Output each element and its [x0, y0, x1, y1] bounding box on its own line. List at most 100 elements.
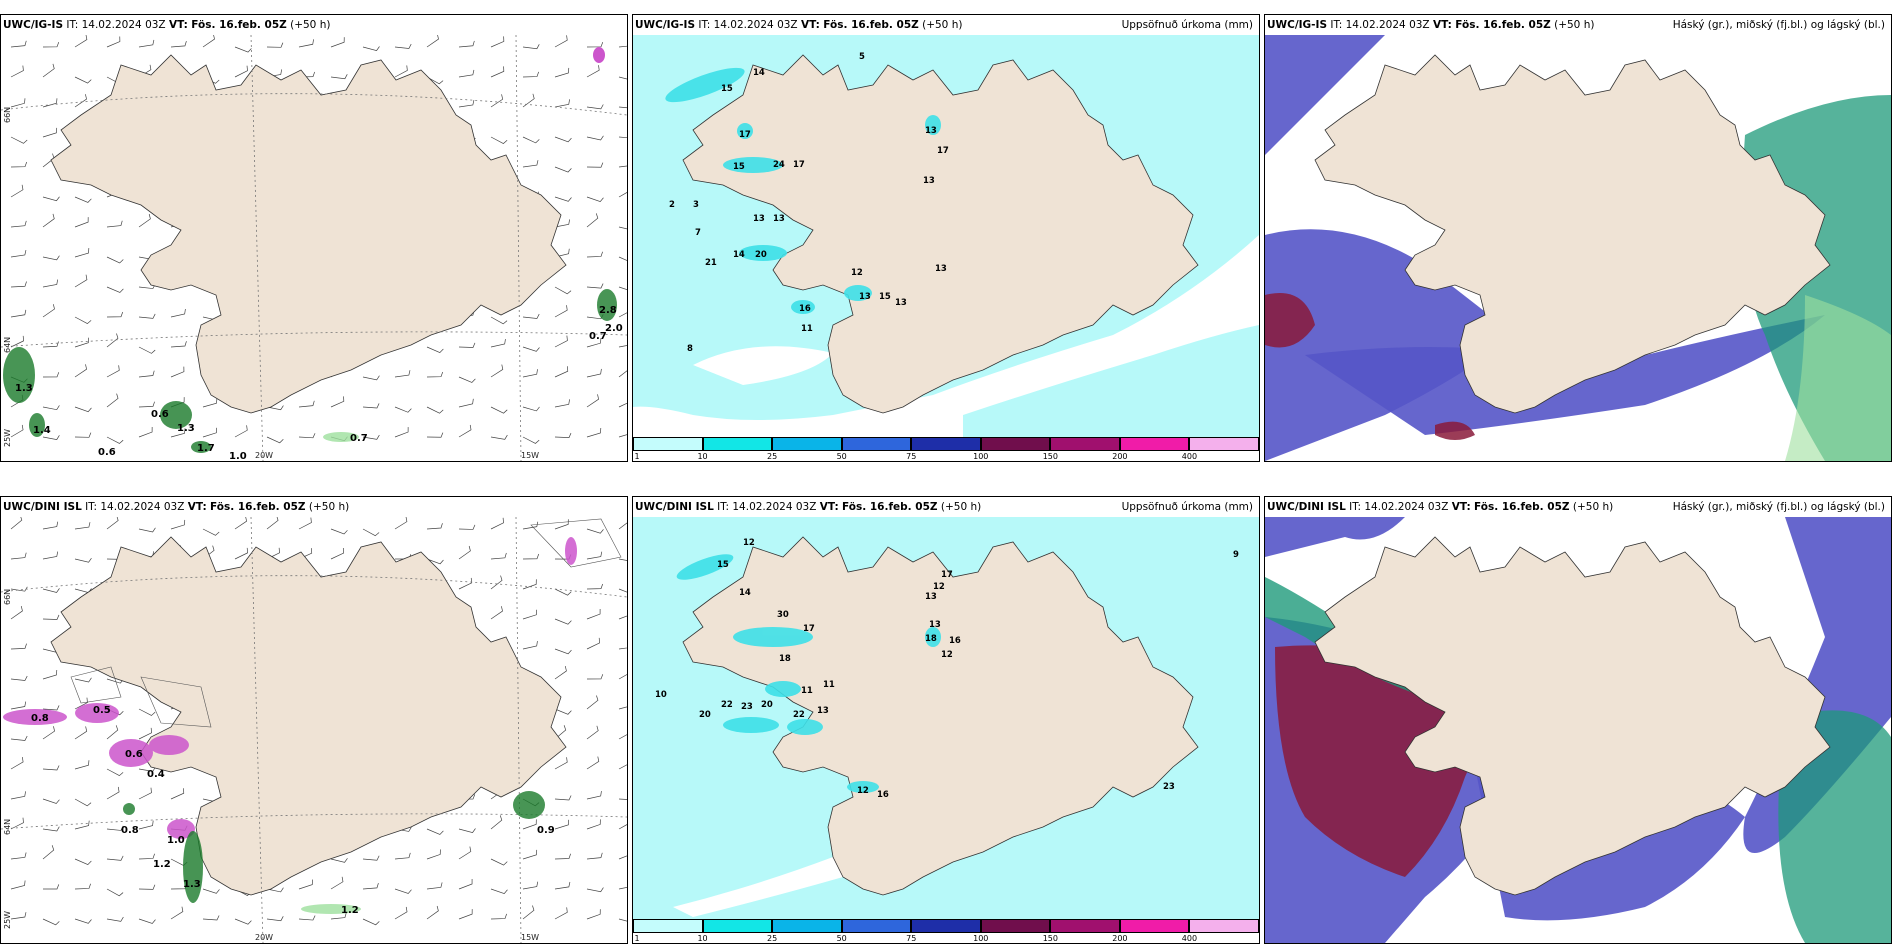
wind-barb [522, 71, 539, 78]
wind-barb [618, 192, 627, 198]
wind-barb [426, 905, 439, 920]
colorbar-tick: 400 [1181, 934, 1198, 943]
lead-time: (+50 h) [308, 501, 350, 513]
wind-barb [618, 312, 627, 318]
wind-barb [554, 853, 571, 860]
value-label: 17 [803, 624, 815, 634]
field-title: Uppsöfnuð úrkoma (mm) [1121, 501, 1253, 513]
wind-barb [362, 375, 380, 381]
wind-barb [586, 104, 604, 110]
it-value: 14.02.2024 03Z [1345, 19, 1430, 31]
lat-label: 66N [3, 106, 12, 123]
wind-barb [522, 553, 540, 560]
wind-barb [170, 788, 185, 800]
value-label: 13 [859, 292, 871, 302]
wind-barb [618, 286, 627, 290]
colorbar-swatch [1119, 437, 1190, 451]
value-label: 1.3 [177, 423, 195, 434]
precip-blobs [123, 791, 545, 914]
value-label: 22 [793, 710, 805, 720]
value-label: 8 [687, 344, 693, 354]
colorbar-tick: 25 [767, 452, 778, 461]
wind-barb [586, 637, 600, 650]
value-label: 0.5 [93, 705, 111, 716]
wind-barb [298, 39, 314, 48]
wind-barb [170, 341, 187, 348]
colorbar-swatch [980, 919, 1051, 933]
value-label: 23 [1163, 782, 1175, 792]
wind-barb [106, 393, 119, 408]
value-label: 0.6 [125, 749, 143, 760]
wind-barb [106, 311, 124, 318]
wind-barb [106, 786, 120, 800]
wind-barb [330, 876, 344, 890]
wind-map: 2.8 2.0 0.7 1.3 1.4 0.6 1.3 1.7 1.0 0.6 … [1, 35, 627, 461]
wind-barb [522, 521, 539, 530]
value-label: 30 [777, 610, 789, 620]
colorbar-swatch [841, 437, 912, 451]
wind-barb [106, 286, 124, 293]
value-label: 20 [699, 710, 711, 720]
wind-barb [10, 852, 27, 860]
wind-barb [10, 309, 27, 318]
wind-barb [586, 583, 604, 590]
wind-barb [106, 36, 121, 48]
wind-barb [586, 251, 603, 258]
value-label: 7 [695, 228, 701, 238]
wind-barb [42, 279, 59, 288]
wind-barb [74, 760, 90, 770]
wind-barb [234, 425, 248, 438]
wind-barb [490, 913, 507, 920]
wind-barb [394, 852, 411, 860]
colorbar-tick: 50 [836, 934, 847, 943]
vt-value: Fös. 16.feb. 05Z [823, 19, 919, 31]
wind-barb [234, 46, 252, 53]
value-label: 13 [923, 176, 935, 186]
colorbar-swatch [772, 919, 842, 933]
value-label: 13 [925, 592, 937, 602]
wind-barb [522, 905, 535, 920]
field-title: Háský (gr.), miðský (fj.bl.) og lágský (… [1672, 19, 1885, 31]
wind-barb [618, 674, 627, 680]
colorbar-tick: 400 [1181, 452, 1198, 461]
wind-barb [74, 316, 92, 325]
wind-barb [10, 912, 27, 920]
wind-barb [266, 887, 284, 893]
wind-barb [170, 519, 186, 530]
wind-barb [10, 98, 26, 108]
colorbar-tick: 150 [1042, 452, 1058, 461]
colorbar-swatch [633, 437, 703, 451]
wind-barb [554, 588, 572, 596]
wind-barb [618, 522, 627, 530]
wind-barb [458, 909, 473, 920]
wind-barb [42, 614, 60, 620]
wind-barb [42, 127, 58, 138]
colorbar-swatch [702, 919, 773, 933]
wind-barb [618, 434, 627, 438]
wind-barb [170, 428, 186, 438]
wind-barb [458, 545, 471, 560]
wind-barb [74, 76, 92, 84]
it-label: IT: [698, 19, 711, 31]
lat-label: 64N [3, 818, 12, 835]
colorbar-tick: 100 [973, 452, 989, 461]
value-label: 1.2 [341, 905, 359, 916]
wind-barb [138, 766, 156, 772]
model-name: UWC/IG-IS [635, 19, 696, 31]
panel-header: UWC/IG-IS IT: 14.02.2024 03Z VT: Fös. 16… [1, 15, 627, 35]
wind-barb [522, 406, 540, 412]
wind-barb [138, 427, 153, 438]
value-label: 22 [721, 700, 733, 710]
wind-barb [554, 665, 567, 680]
wind-barb [458, 424, 472, 438]
colorbar-swatch [1050, 437, 1120, 451]
colorbar-swatch [980, 437, 1051, 451]
wind-barb [426, 558, 444, 565]
value-label: 12 [743, 538, 755, 548]
wind-barb [138, 401, 155, 408]
value-label: 15 [721, 84, 733, 94]
wind-barb [554, 757, 568, 770]
value-label: 12 [851, 268, 863, 278]
wind-barb [234, 65, 248, 78]
panel-header: UWC/DINI ISL IT: 14.02.2024 03Z VT: Fös.… [633, 497, 1259, 517]
